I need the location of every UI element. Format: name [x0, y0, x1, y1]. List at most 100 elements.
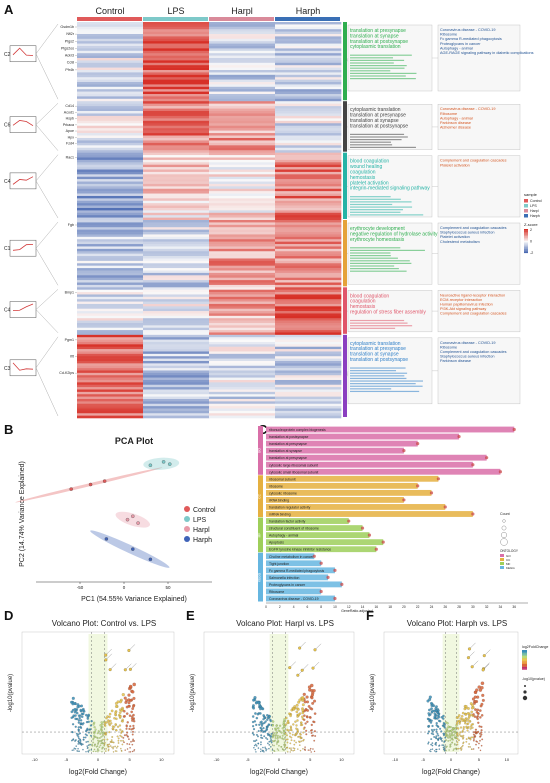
volcano-point — [255, 739, 258, 742]
volcano-point — [116, 725, 120, 728]
heatmap-cell — [275, 320, 342, 324]
heatmap-cell — [143, 294, 210, 298]
volcano-point — [70, 716, 73, 719]
volcano-point — [128, 738, 130, 740]
heatmap-cell — [77, 299, 144, 302]
go-term-text: translation at synapse — [350, 33, 399, 39]
go-group-bar-1 — [258, 475, 263, 518]
heatmap-cell — [275, 258, 342, 262]
heatmap-cell — [143, 34, 210, 37]
volcano-point — [476, 717, 479, 721]
heatmap-cell — [209, 387, 276, 390]
heatmap-cell — [209, 174, 276, 178]
heatmap-cell — [143, 403, 210, 407]
volcano-point — [71, 696, 75, 700]
volcano-e-xtick-1: -5 — [246, 757, 250, 762]
volcano-point — [126, 731, 129, 734]
heatmap-cell — [77, 401, 144, 405]
heatmap-cell — [143, 191, 210, 194]
volcano-point — [132, 704, 135, 708]
volcano-point — [114, 723, 117, 726]
volcano-point — [128, 684, 133, 689]
kegg-term-text: Coronavirus disease - COVID-19 — [440, 28, 496, 32]
volcano-point — [127, 693, 131, 697]
heatmap-cell — [143, 179, 210, 182]
volcano-point — [430, 728, 433, 731]
go-bar-dot — [416, 442, 420, 446]
volcano-point — [435, 751, 437, 753]
heatmap-scale-step — [524, 251, 528, 254]
go-term-minor-line — [350, 255, 391, 257]
heatmap-cell — [209, 55, 276, 59]
volcano-top-point — [298, 646, 302, 650]
heatmap-cell — [275, 145, 342, 149]
heatmap-scale-step — [524, 231, 528, 233]
go-bar-label: Apoptosis — [269, 541, 284, 545]
volcano-point — [87, 744, 90, 747]
volcano-point — [290, 736, 293, 739]
heatmap-cell — [143, 48, 210, 52]
kegg-term-text: Ribosome — [440, 345, 457, 349]
volcano-point — [84, 736, 87, 739]
volcano-point — [295, 741, 297, 744]
volcano-point — [119, 728, 122, 731]
volcano-point — [101, 748, 103, 750]
kegg-term-text: AGE-RAGE signaling pathway in diabetic c… — [440, 51, 534, 55]
heatmap-cell — [77, 337, 144, 340]
heatmap-cell — [143, 260, 210, 264]
volcano-point — [304, 708, 308, 712]
kegg-term-text: Complement and coagulation cascades — [440, 350, 507, 354]
heatmap-cell — [209, 191, 276, 194]
volcano-point — [443, 748, 445, 751]
heatmap-cell — [275, 406, 342, 409]
volcano-point — [115, 729, 118, 732]
volcano-point — [478, 742, 480, 745]
volcano-point — [87, 751, 90, 753]
volcano-point — [260, 720, 263, 723]
heatmap-cell — [209, 382, 276, 386]
volcano-point — [90, 719, 93, 723]
volcano-point — [460, 747, 462, 749]
heatmap-cell — [275, 229, 342, 233]
cluster-bracket-3 — [35, 221, 59, 286]
volcano-point — [306, 720, 309, 723]
volcano-point — [453, 731, 456, 734]
heatmap-cell — [143, 284, 210, 288]
volcano-point — [295, 727, 298, 730]
go-term-text: translation at postsynapse — [350, 123, 408, 129]
volcano-point — [293, 739, 296, 742]
go-group-label-0: GO — [258, 448, 262, 453]
volcano-point — [79, 708, 83, 712]
go-bar-dot — [402, 498, 406, 502]
volcano-point — [94, 743, 97, 746]
volcano-point — [309, 747, 312, 750]
volcano-top-point — [104, 658, 108, 662]
heatmap-cell — [77, 150, 144, 153]
heatmap-cell — [77, 31, 144, 35]
volcano-point — [255, 733, 258, 736]
volcano-point — [455, 721, 459, 724]
heatmap-cell — [275, 174, 342, 178]
volcano-point — [479, 716, 482, 719]
heatmap-cell — [77, 41, 144, 44]
go-bar — [266, 518, 349, 524]
heatmap-cell — [143, 265, 210, 269]
volcano-f-legend-color-title: log2FoldChange — [522, 645, 548, 649]
volcano-top-point — [470, 665, 474, 669]
heatmap-cell — [275, 82, 342, 85]
volcano-point — [461, 748, 463, 750]
cluster-pattern-line-2 — [12, 176, 34, 185]
go-xtick-label-11: 22 — [416, 605, 420, 609]
volcano-point — [464, 722, 467, 725]
volcano-point — [101, 746, 104, 749]
volcano-d-plot-area — [21, 631, 175, 755]
heatmap-cell — [143, 86, 210, 90]
heatmap-cell — [209, 330, 276, 333]
volcano-f-legend-step — [522, 658, 527, 660]
heatmap-scale-step — [524, 230, 528, 232]
heatmap-cell — [209, 96, 276, 100]
heatmap-cell — [209, 164, 276, 168]
volcano-point — [476, 708, 480, 712]
heatmap-scale-step — [524, 244, 528, 246]
